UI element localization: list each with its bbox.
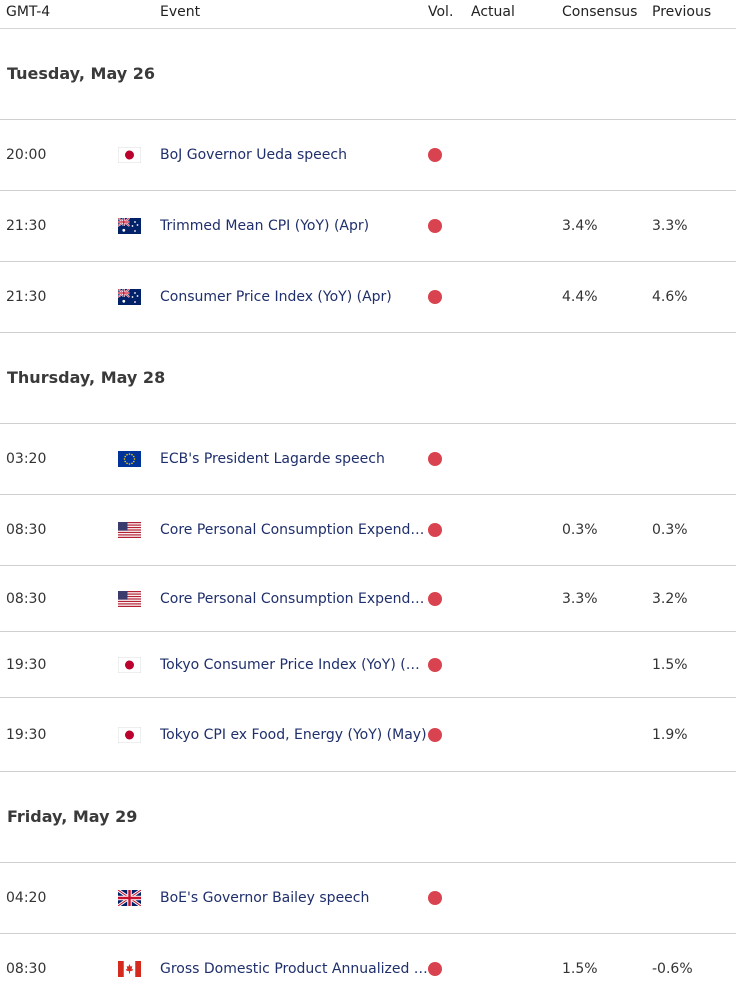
table-row[interactable]: 21:30 Trimmed Mean CPI (YoY) (Apr) 3.4% … [0, 191, 736, 262]
header-event: Event [160, 4, 201, 20]
event-consensus: 1.5% [562, 961, 598, 977]
table-row[interactable]: 21:30 Consumer Price Index (YoY) (Apr) 4… [0, 262, 736, 333]
australia-flag-icon [118, 289, 141, 305]
us-flag-icon [118, 590, 141, 607]
event-name[interactable]: BoJ Governor Ueda speech [160, 147, 347, 163]
event-name[interactable]: ECB's President Lagarde speech [160, 451, 385, 467]
header-timezone: GMT-4 [6, 4, 51, 20]
event-previous: 0.3% [652, 522, 688, 538]
event-previous: 4.6% [652, 289, 688, 305]
volatility-dot [428, 962, 442, 976]
event-previous: 3.2% [652, 590, 688, 607]
japan-flag-icon [118, 726, 141, 743]
event-time: 08:30 [6, 961, 47, 977]
eu-flag-icon [118, 451, 141, 467]
table-row[interactable]: 20:00 BoJ Governor Ueda speech [0, 120, 736, 191]
day-label: Thursday, May 28 [7, 368, 166, 387]
event-time: 19:30 [6, 726, 47, 743]
volatility-dot [428, 219, 442, 233]
volatility-dot [428, 452, 442, 466]
event-previous: -0.6% [652, 961, 693, 977]
event-name[interactable]: Consumer Price Index (YoY) (Apr) [160, 289, 392, 305]
table-row[interactable]: 19:30 Tokyo CPI ex Food, Energy (YoY) (M… [0, 698, 736, 772]
uk-flag-icon [118, 890, 141, 906]
event-consensus: 0.3% [562, 522, 598, 538]
event-time: 21:30 [6, 218, 47, 234]
event-previous: 3.3% [652, 218, 688, 234]
table-header: GMT-4 Event Vol. Actual Consensus Previo… [0, 0, 736, 29]
event-consensus: 3.3% [562, 590, 598, 607]
day-label: Tuesday, May 26 [7, 64, 156, 83]
volatility-dot [428, 523, 442, 537]
event-previous: 1.9% [652, 726, 688, 743]
event-name[interactable]: Trimmed Mean CPI (YoY) (Apr) [160, 218, 370, 234]
table-row[interactable]: 08:30 Core Personal Consumption Expendit… [0, 566, 736, 632]
volatility-dot [428, 727, 442, 742]
event-time: 20:00 [6, 147, 47, 163]
event-time: 08:30 [6, 522, 47, 538]
event-consensus: 3.4% [562, 218, 598, 234]
volatility-dot [428, 657, 442, 672]
japan-flag-icon [118, 656, 141, 673]
table-row[interactable]: 19:30 Tokyo Consumer Price Index (YoY) (… [0, 632, 736, 698]
event-name[interactable]: Gross Domestic Product Annualized (Q1) [160, 961, 428, 977]
day-header-friday: Friday, May 29 [0, 772, 736, 863]
australia-flag-icon [118, 218, 141, 234]
event-time: 04:20 [6, 890, 47, 906]
volatility-dot [428, 290, 442, 304]
event-name[interactable]: Core Personal Consumption Expenditures [160, 522, 428, 538]
volatility-dot [428, 148, 442, 162]
event-name[interactable]: Core Personal Consumption Expenditures [160, 590, 428, 607]
event-time: 21:30 [6, 289, 47, 305]
us-flag-icon [118, 522, 141, 538]
header-actual: Actual [471, 4, 515, 20]
day-header-tuesday: Tuesday, May 26 [0, 29, 736, 120]
header-consensus: Consensus [562, 4, 638, 20]
table-row[interactable]: 03:20 ECB's President Lagarde speech [0, 424, 736, 495]
header-previous: Previous [652, 4, 712, 20]
day-header-thursday: Thursday, May 28 [0, 333, 736, 424]
volatility-dot [428, 891, 442, 905]
event-name[interactable]: Tokyo Consumer Price Index (YoY) (May) [160, 656, 428, 673]
event-name[interactable]: Tokyo CPI ex Food, Energy (YoY) (May) [160, 726, 427, 743]
event-consensus: 4.4% [562, 289, 598, 305]
table-row[interactable]: 08:30 Core Personal Consumption Expendit… [0, 495, 736, 566]
event-time: 08:30 [6, 590, 47, 607]
table-row[interactable]: 04:20 BoE's Governor Bailey speech [0, 863, 736, 934]
volatility-dot [428, 591, 442, 606]
table-row[interactable]: 08:30 Gross Domestic Product Annualized … [0, 934, 736, 1004]
event-name[interactable]: BoE's Governor Bailey speech [160, 890, 370, 906]
canada-flag-icon [118, 961, 141, 977]
event-previous: 1.5% [652, 656, 688, 673]
event-time: 19:30 [6, 656, 47, 673]
day-label: Friday, May 29 [7, 807, 138, 826]
event-time: 03:20 [6, 451, 47, 467]
header-volatility: Vol. [428, 4, 454, 20]
japan-flag-icon [118, 147, 141, 163]
